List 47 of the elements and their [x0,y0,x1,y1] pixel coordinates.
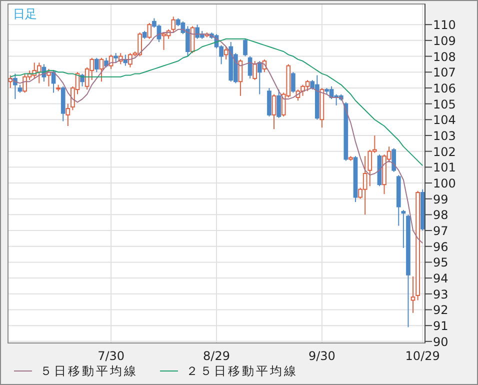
x-tick-label: 9/30 [308,349,336,363]
y-tick-label: 99 [433,192,448,206]
legend-label: ２５日移動平均線 [186,364,298,378]
y-tick-label: 108 [433,50,456,64]
y-tick-label: 95 [433,256,448,270]
candlestick [291,72,296,94]
y-tick-label: 110 [433,18,456,32]
candlestick [401,209,406,248]
y-tick-label: 90 [433,334,448,349]
y-tick-label: 104 [433,113,456,128]
y-tick-label: 109 [433,34,456,48]
legend-label: ５日移動平均線 [40,364,138,378]
x-tick-label: 10/29 [405,349,440,363]
y-tick-label: 98 [433,208,448,222]
candlestick [257,60,262,95]
y-tick-label: 103 [433,128,456,143]
y-tick-label: 94 [433,272,448,286]
candlestick [392,148,396,172]
y-tick-label: 100 [433,176,456,191]
y-tick-label: 92 [433,303,448,318]
candlestick [99,57,104,82]
y-tick-label: 97 [433,224,448,238]
candlestick [410,276,416,314]
candlestick [252,60,258,81]
y-tick-label: 91 [433,319,448,334]
candlestick [267,87,272,117]
candlestick [224,46,228,60]
candlestick [147,22,152,40]
candlestick [114,52,118,64]
y-tick-label: 105 [433,97,456,112]
candlestick [66,103,70,126]
x-tick-label: 8/29 [203,349,230,363]
candlestick [104,57,108,68]
candlestick [243,38,248,57]
y-tick-label: 96 [433,240,448,254]
candlestick [272,94,276,130]
y-tick-label: 93 [433,287,448,302]
y-tick-label: 106 [433,81,456,96]
candlestick [13,73,18,100]
x-tick-label: 7/30 [98,349,125,363]
y-tick-label: 101 [433,160,456,175]
y-tick-label: 107 [433,66,456,80]
candlestick [94,57,99,73]
y-tick-label: 102 [433,144,456,159]
chart-title: 日足 [13,7,37,21]
candlestick [171,16,176,34]
candlestick [276,89,281,119]
